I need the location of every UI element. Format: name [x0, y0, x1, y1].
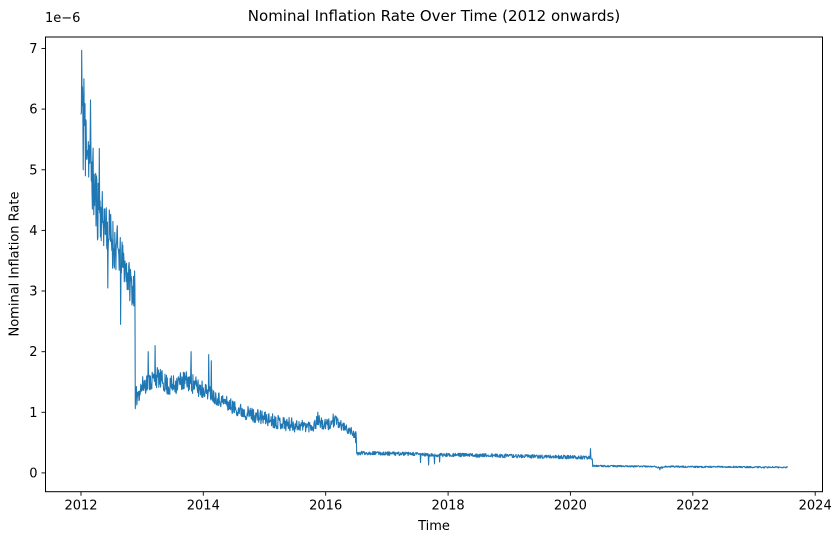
y-tick-label: 4	[29, 224, 37, 239]
x-tick-label: 2022	[676, 499, 709, 514]
chart-title: Nominal Inflation Rate Over Time (2012 o…	[247, 7, 621, 25]
plot-border	[45, 36, 823, 493]
x-tick-label: 2018	[432, 499, 465, 514]
y-tick-label: 7	[29, 42, 37, 57]
inflation-line	[80, 49, 789, 471]
x-tick-label: 2024	[799, 499, 832, 514]
x-tick-label: 2020	[554, 499, 587, 514]
x-tick-label: 2016	[309, 499, 342, 514]
y-tick-label: 1	[29, 406, 37, 421]
y-axis-offset-label: 1e−6	[45, 11, 81, 26]
y-tick-label: 0	[29, 466, 37, 481]
x-tick-label: 2014	[187, 499, 220, 514]
y-tick-label: 3	[29, 285, 37, 300]
y-tick-label: 6	[29, 103, 37, 118]
y-tick-label: 5	[29, 163, 37, 178]
x-axis-label: Time	[418, 519, 450, 534]
y-tick-label: 2	[29, 345, 37, 360]
x-tick-label: 2012	[64, 499, 97, 514]
